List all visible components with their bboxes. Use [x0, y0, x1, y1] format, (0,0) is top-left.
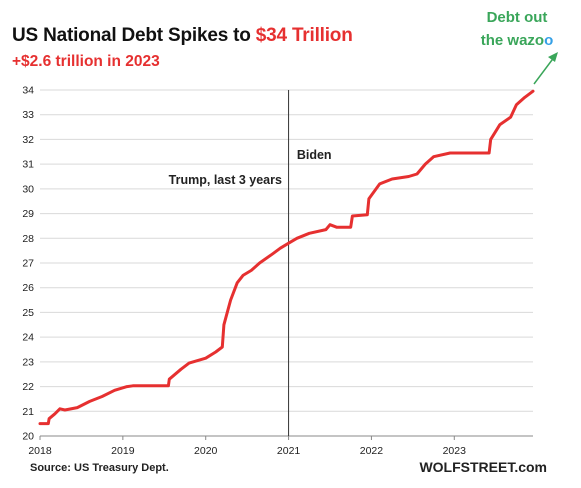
y-tick-label: 31 — [22, 159, 34, 171]
annotation-label: Biden — [297, 148, 332, 162]
brand-logo: WOLFSTREET.com — [419, 459, 547, 475]
x-tick-label: 2020 — [194, 445, 218, 457]
y-tick-label: 21 — [22, 406, 34, 418]
x-tick-label: 2018 — [28, 445, 52, 457]
annotation-label: Trump, last 3 years — [169, 173, 282, 187]
note-line-1: Debt out — [486, 9, 548, 26]
x-tick-label: 2022 — [360, 445, 384, 457]
y-tick-label: 20 — [22, 431, 34, 443]
title-highlight: $34 Trillion — [255, 25, 353, 46]
y-tick-label: 27 — [22, 258, 34, 270]
chart-subtitle: +$2.6 trillion in 2023 — [12, 53, 160, 70]
y-tick-label: 26 — [22, 282, 34, 294]
y-tick-label: 28 — [22, 233, 34, 245]
y-tick-label: 24 — [22, 332, 34, 344]
y-tick-label: 25 — [22, 307, 34, 319]
series-line-debt — [38, 89, 535, 426]
note-arrow-head — [548, 52, 558, 62]
x-tick-label: 2023 — [443, 445, 467, 457]
note-last-char: o — [544, 32, 554, 49]
source-note: Source: US Treasury Dept. — [30, 462, 169, 474]
y-tick-label: 32 — [22, 134, 34, 146]
note-line-2: the wazoo — [467, 29, 567, 52]
y-tick-label: 29 — [22, 208, 34, 220]
y-tick-label: 22 — [22, 381, 34, 393]
x-tick-label: 2021 — [277, 445, 301, 457]
note-line-2-text: the wazo — [480, 32, 545, 49]
chart-title: US National Debt Spikes to $34 Trillion — [12, 25, 353, 47]
y-tick-label: 33 — [22, 109, 34, 121]
title-text: US National Debt Spikes to — [12, 25, 256, 46]
y-tick-label: 34 — [22, 85, 34, 97]
y-tick-label: 23 — [22, 356, 34, 368]
note-arrow-line — [533, 55, 556, 85]
y-tick-label: 30 — [22, 183, 34, 195]
x-tick-label: 2019 — [111, 445, 135, 457]
debt-note: Debt out the wazoo — [467, 6, 567, 52]
